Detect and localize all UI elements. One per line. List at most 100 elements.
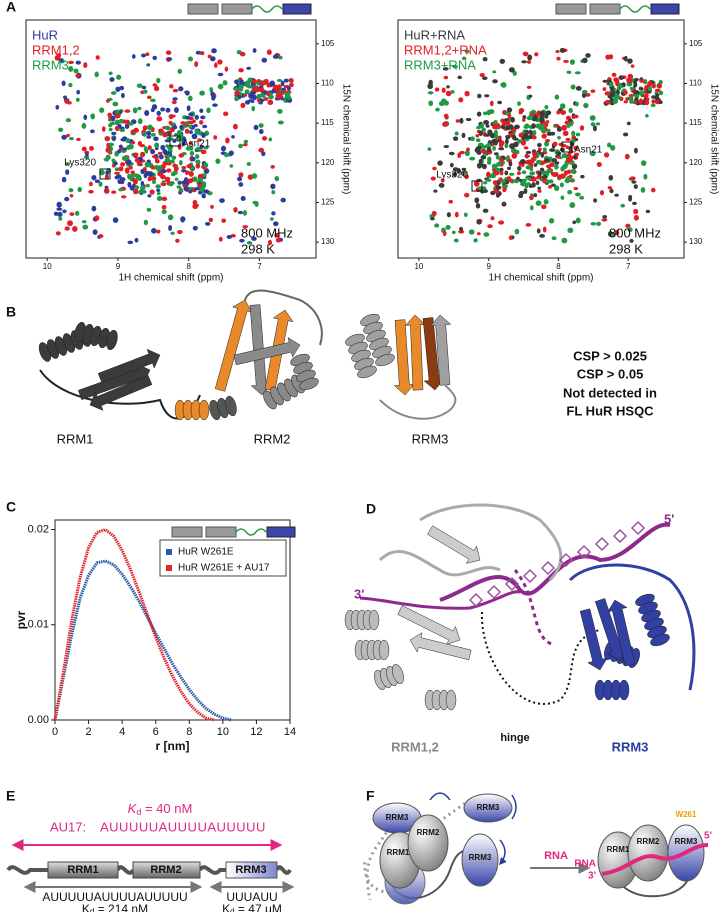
peak (283, 78, 289, 83)
peak (567, 169, 572, 175)
peak (572, 114, 579, 119)
peak (524, 123, 530, 129)
peak (525, 150, 532, 154)
peak (608, 175, 614, 181)
peak (491, 163, 498, 170)
peak (117, 123, 122, 128)
beta-strand (606, 599, 636, 667)
peak (498, 135, 502, 140)
peak (83, 155, 90, 160)
peak (165, 151, 170, 155)
peak (104, 135, 111, 142)
x-tick-label: 6 (153, 726, 159, 738)
peak (564, 120, 570, 125)
peak (65, 162, 71, 166)
peak (110, 91, 117, 95)
peak (277, 55, 283, 60)
peak (622, 90, 628, 95)
peak (92, 229, 98, 235)
peak (125, 168, 130, 174)
loop (378, 549, 501, 577)
loop (568, 563, 696, 691)
peak (526, 60, 532, 64)
temperature-label: 298 K (609, 241, 643, 256)
peak (482, 111, 488, 116)
peak (57, 211, 63, 217)
domain-icon (171, 526, 203, 538)
peak (213, 62, 218, 68)
domain-icon (650, 3, 680, 15)
peak (156, 188, 161, 192)
peak (518, 111, 523, 115)
peak (147, 176, 152, 182)
peak (535, 200, 542, 206)
y-tick-label: 110 (689, 79, 702, 88)
peak (75, 73, 82, 78)
label: W261 (676, 810, 697, 819)
peak (289, 82, 294, 88)
label: RNA (574, 859, 596, 870)
x-tick-label: 14 (284, 726, 296, 738)
peak (573, 145, 579, 151)
peak (72, 225, 78, 232)
peak (507, 166, 511, 171)
peak (481, 163, 487, 170)
peak (632, 201, 637, 206)
peak (285, 91, 291, 96)
peak (132, 183, 136, 188)
peak (430, 176, 436, 181)
peak (645, 113, 649, 118)
peak (561, 237, 568, 244)
peak (238, 172, 244, 178)
label: RRM1 (387, 848, 410, 857)
peak (627, 227, 633, 233)
peak (106, 99, 110, 103)
peak (485, 124, 490, 128)
peak (579, 195, 585, 200)
label: 3' (354, 586, 364, 601)
peak (68, 60, 74, 65)
peak (504, 143, 509, 149)
peak (140, 180, 145, 187)
helix-turn (392, 664, 404, 684)
peak (141, 190, 147, 194)
peak (222, 80, 228, 86)
x-tick-label: 8 (186, 262, 191, 271)
peak (280, 197, 286, 203)
peak (160, 144, 166, 151)
peak (162, 163, 166, 169)
peak (566, 115, 571, 120)
peak (476, 146, 481, 152)
peak (618, 75, 624, 80)
peak (188, 141, 193, 145)
peak (504, 120, 511, 126)
peak (246, 66, 252, 70)
peak (537, 170, 542, 177)
peak (168, 225, 173, 231)
peak (183, 186, 189, 192)
peak (590, 122, 596, 127)
peak (493, 171, 500, 176)
peak (112, 110, 117, 116)
label: RNA (544, 850, 568, 862)
peak (188, 170, 194, 177)
peak (565, 145, 570, 150)
peak (590, 89, 596, 93)
peak (631, 180, 637, 184)
x-tick-label: 8 (556, 262, 561, 271)
x-tick-label: 7 (626, 262, 631, 271)
peak (203, 189, 210, 194)
peak (567, 151, 572, 157)
peak (569, 202, 576, 209)
peak (238, 68, 244, 73)
peak (269, 217, 274, 221)
peak (435, 107, 440, 112)
peak (492, 70, 497, 74)
peak-label: Asn21 (182, 139, 211, 150)
peak (81, 122, 87, 129)
peak (654, 88, 661, 93)
peak (182, 136, 186, 142)
peak (482, 208, 489, 213)
label: AUUUUUAUUUUAUUUUU (42, 890, 187, 904)
peak (456, 167, 461, 174)
